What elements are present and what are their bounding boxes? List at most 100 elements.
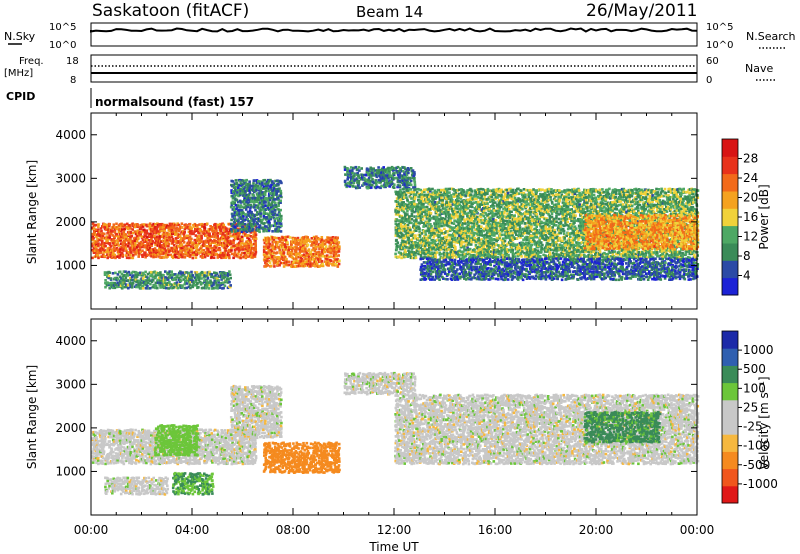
echo-cell [124, 270, 127, 273]
echo-cell [192, 251, 195, 255]
echo-cell [156, 272, 160, 275]
echo-cell [129, 224, 132, 227]
echo-cell [166, 278, 170, 281]
echo-cell [150, 255, 153, 258]
echo-cell [254, 239, 257, 242]
echo-cell [440, 229, 443, 233]
echo-cell [94, 249, 97, 252]
echo-cell [229, 231, 232, 235]
echo-cell [243, 244, 247, 248]
echo-cell [132, 231, 135, 235]
echo-cell [170, 283, 174, 287]
echo-cell [189, 232, 193, 235]
echo-cell [233, 254, 237, 257]
echo-cell [181, 239, 185, 243]
echo-cell [97, 256, 100, 260]
echo-cell [112, 252, 115, 256]
echo-cell [118, 285, 121, 288]
echo-cell [250, 243, 254, 246]
echo-cell [119, 235, 123, 239]
echo-cell [177, 223, 181, 227]
echo-cell [201, 240, 205, 243]
echo-cell [205, 245, 208, 248]
echo-cell [216, 256, 220, 259]
echo-cell [218, 253, 222, 257]
echo-cell [106, 271, 109, 274]
echo-cell [97, 228, 100, 231]
echo-cell [228, 227, 231, 231]
echo-cell [135, 251, 138, 254]
echo-cell [106, 240, 109, 243]
echo-cell [124, 239, 127, 242]
echo-cell [394, 252, 397, 256]
echo-cell [203, 255, 207, 259]
echo-cell [119, 284, 123, 288]
freq-tick-bottom: 8 [70, 75, 76, 86]
echo-cell [161, 252, 164, 256]
echo-cell [215, 240, 218, 243]
echo-cell [144, 270, 147, 274]
echo-cell [168, 235, 171, 239]
echo-cell [190, 245, 193, 248]
echo-cell [179, 246, 182, 250]
echo-cell [141, 230, 144, 233]
echo-cell [445, 235, 449, 239]
echo-cell [237, 237, 240, 241]
echo-cell [151, 285, 155, 289]
echo-cell [205, 241, 208, 244]
echo-cell [128, 225, 132, 229]
echo-cell [146, 244, 150, 247]
echo-cell [251, 252, 255, 255]
echo-cell [254, 233, 258, 236]
echo-cell [435, 251, 439, 254]
echo-cell [253, 228, 257, 231]
echo-cell [162, 232, 166, 235]
echo-cell [144, 255, 147, 259]
echo-cell [371, 177, 374, 181]
echo-cell [151, 224, 154, 227]
echo-cell [158, 281, 162, 284]
echo-cell [203, 226, 207, 229]
echo-cell [184, 253, 188, 256]
echo-cell [212, 232, 215, 236]
echo-cell [477, 200, 480, 204]
echo-cell [275, 243, 279, 247]
echo-cell [154, 286, 157, 290]
echo-cell [241, 245, 245, 249]
echo-cell [189, 286, 192, 290]
echo-cell [111, 226, 114, 229]
echo-cell [231, 234, 234, 238]
echo-cell [143, 273, 146, 277]
echo-cell [199, 228, 202, 232]
echo-cell [148, 222, 152, 225]
echo-cell [116, 226, 119, 229]
echo-cell [213, 235, 217, 239]
echo-cell [138, 246, 142, 250]
echo-cell [244, 256, 248, 260]
echo-cell [154, 223, 157, 226]
echo-cell [141, 225, 145, 228]
echo-cell [360, 167, 363, 170]
echo-cell [268, 227, 271, 230]
echo-cell [420, 215, 424, 218]
echo-cell [205, 250, 209, 254]
echo-cell [216, 287, 219, 290]
echo-cell [128, 256, 131, 260]
echo-cell [108, 242, 111, 245]
echo-cell [175, 248, 178, 251]
echo-cell [120, 276, 123, 280]
echo-cell [163, 235, 166, 238]
echo-cell [146, 284, 149, 288]
echo-cell [186, 234, 189, 238]
echo-cell [306, 243, 310, 247]
beam-label: Beam 14 [356, 3, 423, 21]
echo-cell [440, 196, 443, 200]
echo-cell [150, 244, 153, 247]
echo-cell [126, 283, 130, 287]
echo-cell [480, 225, 483, 228]
echo-cell [103, 271, 107, 274]
echo-cell [462, 250, 465, 254]
echo-cell [491, 203, 495, 207]
echo-cell [120, 272, 124, 276]
echo-cell [500, 251, 503, 254]
